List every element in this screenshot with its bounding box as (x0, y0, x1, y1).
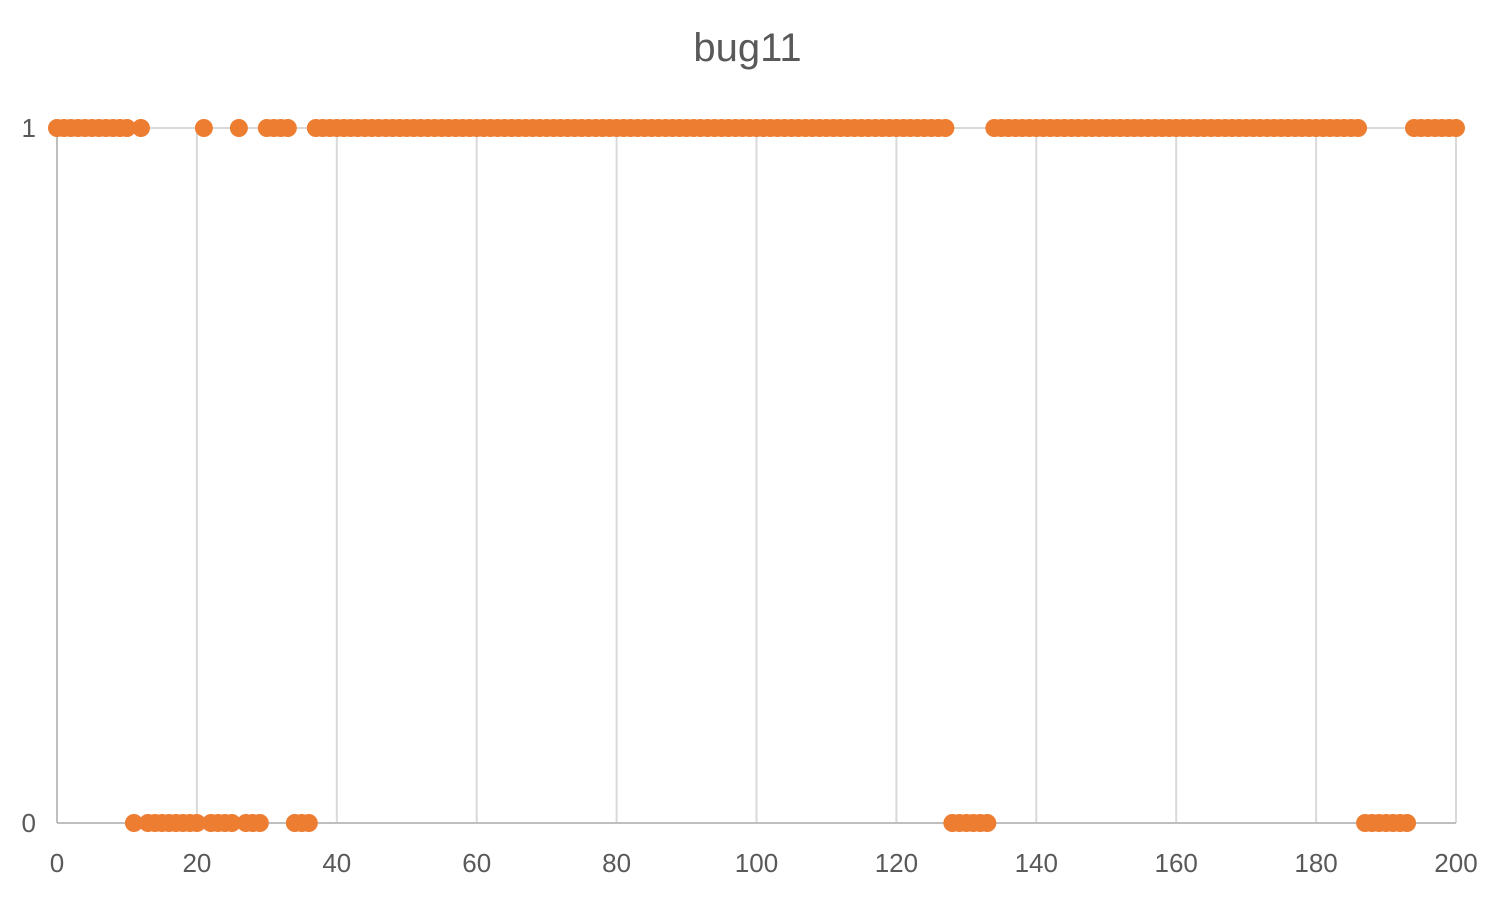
y-tick-label: 0 (22, 808, 36, 838)
x-tick-label: 120 (875, 848, 918, 878)
data-point (299, 814, 318, 832)
data-point (1447, 119, 1465, 137)
data-point (194, 119, 213, 137)
x-tick-label: 0 (50, 848, 64, 878)
data-point (124, 814, 143, 832)
x-tick-label: 140 (1015, 848, 1058, 878)
data-point (187, 814, 206, 832)
data-point (131, 119, 150, 137)
x-tick-label: 200 (1434, 848, 1477, 878)
data-point (250, 814, 269, 832)
x-tick-label: 40 (322, 848, 351, 878)
data-point (278, 119, 297, 137)
data-point (1398, 814, 1417, 832)
data-point (978, 814, 997, 832)
x-tick-label: 180 (1294, 848, 1337, 878)
tick-labels: 0 20 40 60 80 100 120 140 160 180 200 0 1 (22, 113, 1478, 878)
x-tick-label: 20 (182, 848, 211, 878)
data-points (48, 119, 1465, 832)
x-tick-label: 160 (1155, 848, 1198, 878)
gridlines (57, 127, 1457, 823)
data-point (229, 119, 248, 137)
x-tick-label: 80 (602, 848, 631, 878)
data-point (1349, 119, 1368, 137)
y-tick-label: 1 (22, 113, 36, 143)
chart-title: bug11 (693, 26, 802, 70)
data-point (936, 119, 955, 137)
data-point (222, 814, 241, 832)
x-tick-label: 60 (462, 848, 491, 878)
data-point (117, 119, 136, 137)
x-tick-label: 100 (735, 848, 778, 878)
